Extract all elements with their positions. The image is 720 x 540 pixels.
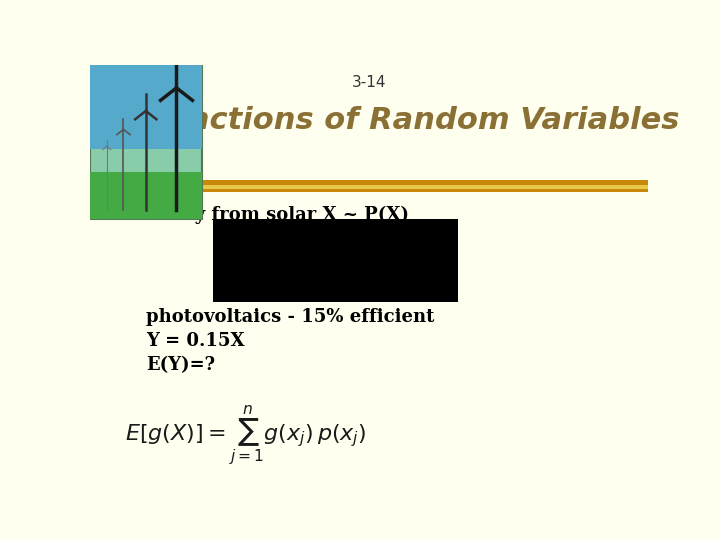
Text: Electricity from solar X ~ P(X): Electricity from solar X ~ P(X) bbox=[101, 206, 409, 225]
Bar bbox=[213, 219, 459, 302]
Bar bbox=[90, 172, 202, 219]
Text: E(Y)=?: E(Y)=? bbox=[145, 356, 215, 374]
Bar bbox=[202, 180, 648, 192]
Text: photovoltaics - 15% efficient: photovoltaics - 15% efficient bbox=[145, 308, 434, 326]
Bar bbox=[90, 65, 202, 150]
Text: Functions of Random Variables: Functions of Random Variables bbox=[148, 106, 680, 136]
Text: Y = 0.15X: Y = 0.15X bbox=[145, 332, 244, 350]
Bar bbox=[202, 185, 648, 188]
Bar bbox=[90, 65, 202, 219]
Text: 3-14: 3-14 bbox=[352, 75, 386, 90]
Text: $E\left[g(X)\right] = \sum_{j=1}^{n} g(x_j)\,p(x_j)$: $E\left[g(X)\right] = \sum_{j=1}^{n} g(x… bbox=[125, 404, 367, 468]
